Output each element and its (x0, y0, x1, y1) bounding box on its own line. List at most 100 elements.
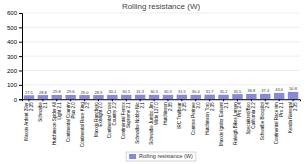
bar (274, 93, 284, 99)
x-tick-label: Maxxis Ardent 29er2.25 (24, 102, 34, 141)
x-axis: Maxxis Ardent 29er2.25 Schwalbe2.1 Hutchin… (23, 99, 301, 147)
x-tick-mark (237, 99, 238, 101)
x-tick-mark (195, 99, 196, 101)
x-tick-mark (126, 99, 127, 101)
x-tick-mark (28, 99, 29, 101)
data-label: 30.5 (122, 89, 131, 94)
x-tick: Hutchinson Spider AllLight 2.1 (52, 99, 62, 145)
x-tick-label: Continental Race rimPro 2.1 (274, 102, 284, 145)
data-label: 28.8 (39, 90, 48, 95)
x-tick-mark (209, 99, 210, 101)
y-tick-mark (19, 13, 22, 14)
x-tick-mark (223, 99, 224, 101)
x-tick-label: Schwalbe2.1 (38, 102, 48, 122)
x-tick-label: Continental CrossCountry 2.2 (107, 101, 117, 138)
data-label: 31.2 (220, 89, 229, 94)
data-label: 29.8 (53, 89, 62, 94)
y-tick: 100 (7, 82, 22, 88)
data-label: 30.3 (164, 89, 173, 94)
x-tick-label: Continental CountryPlus 2.0 (66, 101, 76, 142)
x-tick-mark (56, 99, 57, 101)
x-tick: Raleigh Bikes LarsenPro 2.4 (233, 99, 243, 145)
grid-line (22, 13, 300, 14)
x-tick: Hutchinson Toro2.35 (205, 99, 215, 134)
y-tick-label: 400 (7, 39, 18, 45)
x-tick-mark (140, 99, 141, 101)
data-label: 43.6 (275, 87, 284, 92)
x-tick: Schwalbe Nobby Nic2.1 (135, 99, 145, 144)
bar (149, 95, 159, 99)
x-tick-label: Hutchinson Spider AllLight 2.1 (52, 102, 62, 145)
x-tick: Contree Perinee2.0 (191, 99, 201, 135)
y-tick: 0 (14, 97, 22, 103)
data-label: 31.5 (178, 89, 187, 94)
bar (288, 92, 298, 99)
x-tick-mark (181, 99, 182, 101)
bar (52, 95, 62, 99)
legend-label: Rolling resistance (W) (139, 153, 193, 159)
x-tick-mark (42, 99, 43, 101)
x-tick: Schwalbe Jumbo JimWide 127.0 (149, 99, 159, 145)
y-tick: 300 (7, 54, 22, 60)
x-tick: Schwalbe Bloopilot2.4 (260, 99, 270, 140)
x-tick: Schwalbe2.1 (38, 99, 48, 122)
x-tick-label: Hutchinson2.35 (163, 102, 173, 125)
x-tick: Hutchinson2.35 (163, 99, 173, 125)
x-tick-label: Schwalbe Nobby Nic2.1 (135, 101, 145, 143)
bar (246, 94, 256, 99)
data-label: 29.6 (67, 89, 76, 94)
y-tick-label: 500 (7, 25, 18, 31)
grid-line (22, 27, 300, 28)
y-tick-mark (19, 27, 22, 28)
x-tick: Maxxis Ignitor Exisent2.1 (219, 99, 229, 146)
x-tick-mark (154, 99, 155, 101)
bar (24, 95, 34, 99)
bar (232, 94, 242, 99)
x-tick: Maxxis RancheroExislight 2.0 (94, 99, 104, 137)
chart-container: 0100200300400500600Maxxis Ardent 29er2.2… (0, 0, 306, 164)
bar (93, 95, 103, 99)
x-tick-mark (167, 99, 168, 101)
grid-line (22, 56, 300, 57)
x-tick-label: Maxxis Ignitor Exisent2.1 (219, 101, 229, 146)
x-tick-mark (279, 99, 280, 101)
data-labels: 27.528.829.829.629.028.930.130.531.330.5… (25, 86, 298, 94)
x-tick-label: Hutchinson Toro2.35 (205, 102, 215, 135)
x-tick-label: Maxxis RancheroExislight 2.0 (94, 102, 104, 137)
data-label: 28.9 (95, 90, 104, 95)
data-label: 27.5 (25, 90, 34, 95)
x-tick: IRC Trailbear2.25 (177, 99, 187, 129)
y-tick-label: 100 (7, 82, 18, 88)
data-label: 29.0 (81, 90, 90, 95)
bar (38, 95, 48, 99)
bar (260, 94, 270, 99)
x-tick-label: Contree Perinee2.0 (191, 102, 201, 135)
bar (191, 95, 201, 99)
y-tick-mark (19, 56, 22, 57)
bar (65, 95, 75, 99)
x-tick-mark (293, 99, 294, 101)
x-tick-label: IRC Trailbear2.25 (177, 102, 187, 129)
bar (135, 95, 145, 99)
bar (79, 95, 89, 99)
bar (163, 95, 173, 99)
y-tick-label: 300 (7, 54, 18, 60)
grid-line (22, 41, 300, 42)
title: Rolling resistance (W) (122, 2, 201, 11)
data-label: 50.8 (289, 86, 298, 91)
x-tick-mark (84, 99, 85, 101)
data-label: 30.1 (108, 89, 117, 94)
x-tick: Continental FerroxSupreme 2.1 (121, 99, 131, 139)
x-tick-label: Specialized/BooCalifornia 2.2 (246, 102, 256, 135)
bars (24, 92, 299, 99)
grid-line (22, 70, 300, 71)
x-tick-label: Continental Race King2.2 (80, 102, 90, 147)
y-tick-mark (19, 99, 22, 100)
data-label: 31.7 (206, 89, 215, 94)
x-tick-mark (112, 99, 113, 101)
bar (121, 95, 131, 99)
x-tick: Continental Race King2.2 (80, 99, 90, 147)
data-label: 30.4 (192, 89, 201, 94)
x-tick-label: Raleigh Bikes LarsenPro 2.4 (233, 102, 243, 145)
x-tick: Continental CountryPlus 2.0 (66, 99, 76, 142)
